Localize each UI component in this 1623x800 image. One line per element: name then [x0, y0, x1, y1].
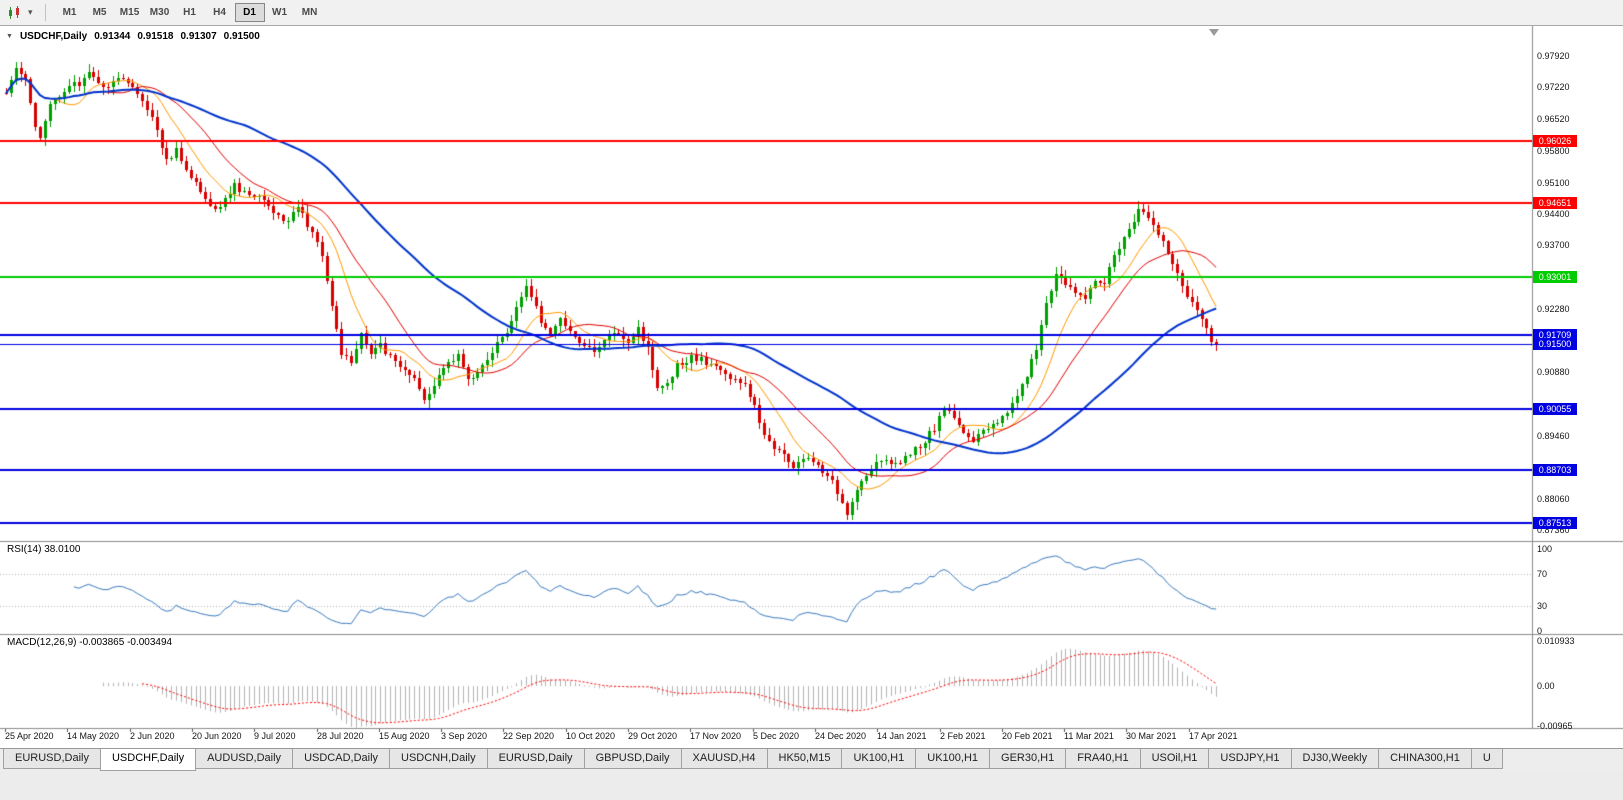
price-level-badge: 0.93001: [1533, 270, 1577, 283]
price-level-badge: 0.91709: [1533, 328, 1577, 341]
price-axis-label: 0.97220: [1537, 82, 1570, 93]
timeframe-button-m30[interactable]: M30: [149, 7, 170, 18]
date-axis-label: 11 Mar 2021: [1064, 731, 1114, 741]
toolbar-separator: [44, 4, 46, 21]
timeframe-button-mn[interactable]: MN: [301, 7, 318, 18]
open-value: 0.91344: [94, 31, 131, 42]
date-axis-label: 5 Dec 2020: [753, 731, 800, 741]
chart-tab-usdjpy-h1[interactable]: USDJPY,H1: [1208, 749, 1292, 769]
chart-tab-hk50-m15[interactable]: HK50,M15: [766, 749, 843, 769]
price-axis-label: 0.89460: [1537, 430, 1570, 441]
date-axis-label: 24 Dec 2020: [815, 731, 867, 741]
macd-indicator-label: MACD(12,26,9) -0.003865 -0.003494: [7, 637, 173, 648]
date-axis-label: 28 Jul 2020: [317, 731, 364, 741]
date-axis-label: 14 Jan 2021: [877, 731, 927, 741]
status-strip: [0, 771, 1623, 800]
chart-tab-usoil-h1[interactable]: USOil,H1: [1139, 749, 1210, 769]
price-level-badge: 0.90055: [1533, 402, 1577, 415]
chart-tab-fra40-h1[interactable]: FRA40,H1: [1065, 749, 1141, 769]
date-axis-label: 25 Apr 2020: [5, 731, 54, 741]
close-value: 0.91500: [223, 31, 260, 42]
date-axis-label: 3 Sep 2020: [441, 731, 488, 741]
rsi-scale-label: 30: [1537, 601, 1548, 612]
chart-tab-gbpusd-daily[interactable]: GBPUSD,Daily: [583, 749, 682, 769]
high-value: 0.91518: [137, 31, 174, 42]
timeframe-button-m1[interactable]: M1: [62, 7, 77, 18]
date-axis-label: 2 Feb 2021: [940, 731, 986, 741]
low-value: 0.91307: [180, 31, 217, 42]
price-axis-label: 0.96520: [1537, 113, 1570, 124]
price-axis-label: 0.94400: [1537, 208, 1570, 219]
date-axis-label: 14 May 2020: [67, 731, 120, 741]
price-axis-label: 0.97920: [1537, 50, 1570, 61]
chart-tabs-bar: EURUSD,Daily USDCHF,Daily AUDUSD,Daily USDC…: [0, 748, 1623, 771]
chart-tab-eurusd-daily[interactable]: EURUSD,Daily: [486, 749, 585, 769]
date-axis-label: 15 Aug 2020: [379, 731, 430, 741]
macd-scale-label: 0.010933: [1537, 636, 1575, 646]
symbol-label: USDCHF,Daily: [19, 31, 88, 42]
chart-tab-uk100-h1[interactable]: UK100,H1: [915, 749, 991, 769]
collapse-triangle-icon[interactable]: ▼: [6, 33, 13, 40]
timeframe-button-w1[interactable]: W1: [272, 7, 288, 18]
chart-tab-uk100-h1[interactable]: UK100,H1: [841, 749, 917, 769]
candlestick-chart-icon[interactable]: [4, 3, 24, 23]
date-axis-label: 17 Apr 2021: [1189, 731, 1238, 741]
chart-header: ▼ USDCHF,Daily 0.91344 0.91518 0.91307 0…: [6, 31, 260, 42]
price-axis-label: 0.90880: [1537, 366, 1570, 377]
chart-tab-xauusd-h4[interactable]: XAUUSD,H4: [680, 749, 768, 769]
date-axis-label: 2 Jun 2020: [130, 731, 175, 741]
chart-tab-usdcad-daily[interactable]: USDCAD,Daily: [292, 749, 391, 769]
date-axis-label: 9 Jul 2020: [254, 731, 296, 741]
chart-tab-eurusd-daily[interactable]: EURUSD,Daily: [3, 749, 101, 769]
chart-tab-china300-h1[interactable]: CHINA300,H1: [1378, 749, 1472, 769]
timeframe-button-h4[interactable]: H4: [213, 7, 226, 18]
macd-scale-label: -0.00965: [1537, 721, 1573, 731]
date-axis-label: 10 Oct 2020: [566, 731, 616, 741]
chart-tab-usdcnh-daily[interactable]: USDCNH,Daily: [389, 749, 488, 769]
chart-tab-usdchf-daily[interactable]: USDCHF,Daily: [99, 749, 197, 771]
chart-tab-dj30-weekly[interactable]: DJ30,Weekly: [1290, 749, 1380, 769]
chart-tab-audusd-daily[interactable]: AUDUSD,Daily: [195, 749, 294, 769]
price-level-badge: 0.88703: [1533, 463, 1577, 476]
price-level-badge: 0.94651: [1533, 196, 1577, 209]
price-level-badge: 0.87513: [1533, 517, 1577, 530]
price-level-badge: 0.96026: [1533, 135, 1577, 147]
date-axis-label: 30 Mar 2021: [1126, 731, 1177, 741]
price-chart-canvas[interactable]: [0, 26, 1623, 748]
rsi-indicator-label: RSI(14) 38.0100: [7, 544, 81, 555]
macd-scale-label: 0.00: [1537, 681, 1555, 692]
date-axis-label: 17 Nov 2020: [690, 731, 742, 741]
chart-tab-ger30-h1[interactable]: GER30,H1: [989, 749, 1067, 769]
chevron-down-icon[interactable]: ▾: [28, 7, 33, 17]
date-axis-label: 20 Jun 2020: [192, 731, 242, 741]
timeframe-button-h1[interactable]: H1: [183, 7, 196, 18]
chart-shift-marker[interactable]: [1209, 29, 1219, 36]
price-axis-label: 0.87360: [1537, 524, 1570, 535]
chart-tab-u[interactable]: U: [1470, 749, 1503, 769]
date-axis-label: 29 Oct 2020: [628, 731, 678, 741]
price-axis-label: 0.95800: [1537, 146, 1570, 157]
timeframe-buttons-group: M1 M5 M15 M30 H1 H4 D1 W1 MN: [55, 3, 325, 22]
rsi-scale-label: 70: [1537, 568, 1548, 579]
timeframe-button-m15[interactable]: M15: [119, 7, 140, 18]
timeframe-button-d1[interactable]: D1: [234, 3, 265, 22]
timeframe-button-m5[interactable]: M5: [92, 7, 107, 18]
price-axis-label: 0.92280: [1537, 304, 1570, 315]
rsi-scale-label: 0: [1537, 626, 1543, 636]
date-axis-label: 20 Feb 2021: [1002, 731, 1053, 741]
rsi-scale-label: 100: [1537, 544, 1553, 554]
price-axis-label: 0.95100: [1537, 177, 1570, 188]
price-axis-label: 0.93700: [1537, 240, 1570, 251]
date-axis-label: 22 Sep 2020: [503, 731, 555, 741]
price-axis-label: 0.88060: [1537, 493, 1570, 504]
current-price-badge: 0.91500: [1533, 338, 1577, 351]
timeframe-toolbar: ▾ M1 M5 M15 M30 H1 H4 D1 W1 MN: [0, 0, 1623, 26]
